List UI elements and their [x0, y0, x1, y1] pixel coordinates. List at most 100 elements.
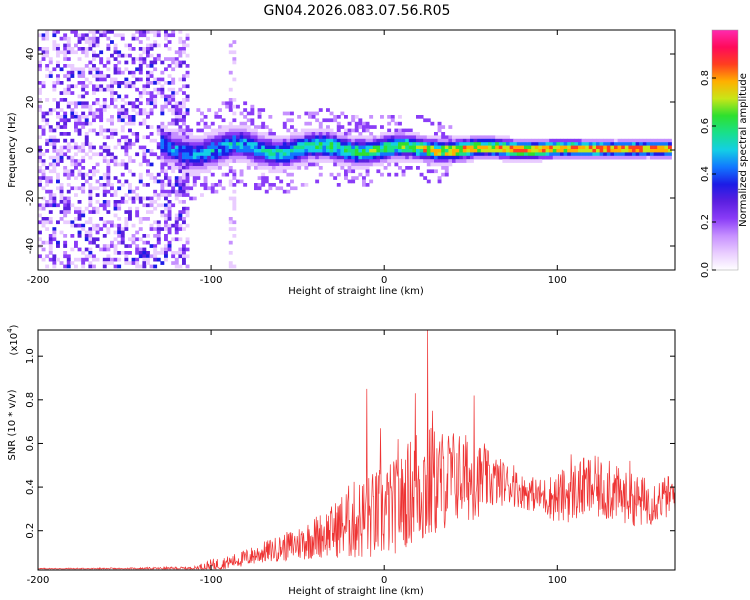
- heatmap-cell: [596, 145, 600, 150]
- heatmap-cell: [639, 142, 644, 146]
- heatmap-cell: [232, 196, 237, 201]
- heatmap-cell: [74, 33, 78, 38]
- heatmap-cell: [41, 36, 46, 41]
- heatmap-cell: [340, 149, 345, 153]
- heatmap-cell: [110, 240, 114, 245]
- heatmap-cell: [448, 159, 453, 163]
- heatmap-cell: [77, 247, 82, 252]
- heatmap-cell: [45, 67, 50, 72]
- heatmap-cell: [203, 152, 208, 157]
- heatmap-cell: [120, 108, 125, 112]
- heatmap-cell: [106, 47, 111, 51]
- heatmap-cell: [156, 87, 161, 92]
- heatmap-cell: [120, 135, 125, 140]
- heatmap-cell: [617, 155, 622, 160]
- heatmap-cell: [614, 155, 618, 160]
- heatmap-cell: [254, 138, 258, 143]
- heatmap-cell: [322, 149, 327, 153]
- heatmap-cell: [200, 159, 204, 163]
- heatmap-cell: [362, 138, 366, 143]
- heatmap-cell: [81, 36, 86, 41]
- heatmap-cell: [171, 87, 176, 92]
- heatmap-cell: [236, 135, 240, 140]
- heatmap-cell: [106, 257, 111, 262]
- heatmap-cell: [552, 152, 557, 157]
- heatmap-cell: [232, 264, 237, 269]
- heatmap-cell: [329, 111, 334, 116]
- heatmap-cell: [250, 149, 255, 153]
- heatmap-cell: [185, 264, 190, 269]
- heatmap-cell: [70, 30, 75, 34]
- heatmap-cell: [502, 159, 507, 163]
- heatmap-cell: [416, 152, 420, 157]
- heatmap-cell: [210, 121, 215, 126]
- heatmap-cell: [84, 237, 89, 242]
- heatmap-cell: [239, 125, 244, 129]
- heatmap-cell: [124, 152, 129, 157]
- heatmap-cell: [668, 152, 672, 157]
- heatmap-cell: [124, 166, 129, 170]
- heatmap-cell: [146, 203, 150, 208]
- heatmap-cell: [149, 108, 154, 112]
- heatmap-cell: [552, 142, 557, 146]
- heatmap-cell: [92, 36, 96, 41]
- heatmap-cell: [250, 152, 255, 157]
- heatmap-cell: [178, 149, 183, 153]
- heatmap-cell: [63, 125, 68, 129]
- heatmap-cell: [113, 247, 118, 252]
- heatmap-cell: [45, 36, 50, 41]
- heatmap-cell: [333, 176, 338, 180]
- heatmap-cell: [120, 183, 125, 187]
- heatmap-cell: [484, 149, 489, 153]
- heatmap-cell: [77, 121, 82, 126]
- heatmap-cell: [196, 166, 201, 170]
- heatmap-cell: [142, 111, 147, 116]
- heatmap-cell: [203, 162, 208, 167]
- heatmap-cell: [135, 247, 140, 252]
- heatmap-cell: [326, 108, 330, 112]
- heatmap-cell: [221, 125, 226, 129]
- heatmap-cell: [401, 152, 406, 157]
- heatmap-cell: [200, 142, 204, 146]
- heatmap-cell: [236, 132, 240, 136]
- heatmap-cell: [480, 155, 485, 160]
- heatmap-cell: [297, 138, 302, 143]
- heatmap-cell: [167, 179, 172, 184]
- heatmap-cell: [99, 203, 104, 208]
- heatmap-cell: [120, 227, 125, 231]
- scale-exponent: 4: [6, 328, 14, 333]
- heatmap-cell: [200, 155, 204, 160]
- heatmap-cell: [297, 152, 302, 157]
- heatmap-cell: [124, 135, 129, 140]
- heatmap-cell: [164, 183, 168, 187]
- heatmap-cell: [639, 138, 644, 143]
- heatmap-cell: [153, 193, 158, 197]
- heatmap-cell: [146, 111, 150, 116]
- heatmap-cell: [102, 104, 107, 109]
- heatmap-cell: [95, 257, 100, 262]
- heatmap-cell: [117, 230, 122, 235]
- heatmap-cell: [56, 152, 60, 157]
- heatmap-cell: [164, 176, 168, 180]
- heatmap-cell: [243, 135, 248, 140]
- heatmap-cell: [261, 149, 266, 153]
- heatmap-cell: [228, 264, 233, 269]
- heatmap-cell: [156, 142, 161, 146]
- heatmap-cell: [146, 172, 150, 177]
- heatmap-cell: [502, 145, 507, 150]
- heatmap-cell: [534, 159, 539, 163]
- heatmap-cell: [322, 155, 327, 160]
- heatmap-cell: [340, 159, 345, 163]
- heatmap-cell: [243, 183, 248, 187]
- heatmap-cell: [369, 155, 374, 160]
- heatmap-cell: [99, 87, 104, 92]
- heatmap-cell: [513, 138, 518, 143]
- y-tick-label: 40: [25, 48, 36, 61]
- heatmap-cell: [66, 176, 71, 180]
- heatmap-cell: [426, 169, 431, 174]
- heatmap-cell: [135, 132, 140, 136]
- heatmap-cell: [282, 149, 287, 153]
- heatmap-cell: [45, 200, 50, 204]
- heatmap-cell: [599, 142, 604, 146]
